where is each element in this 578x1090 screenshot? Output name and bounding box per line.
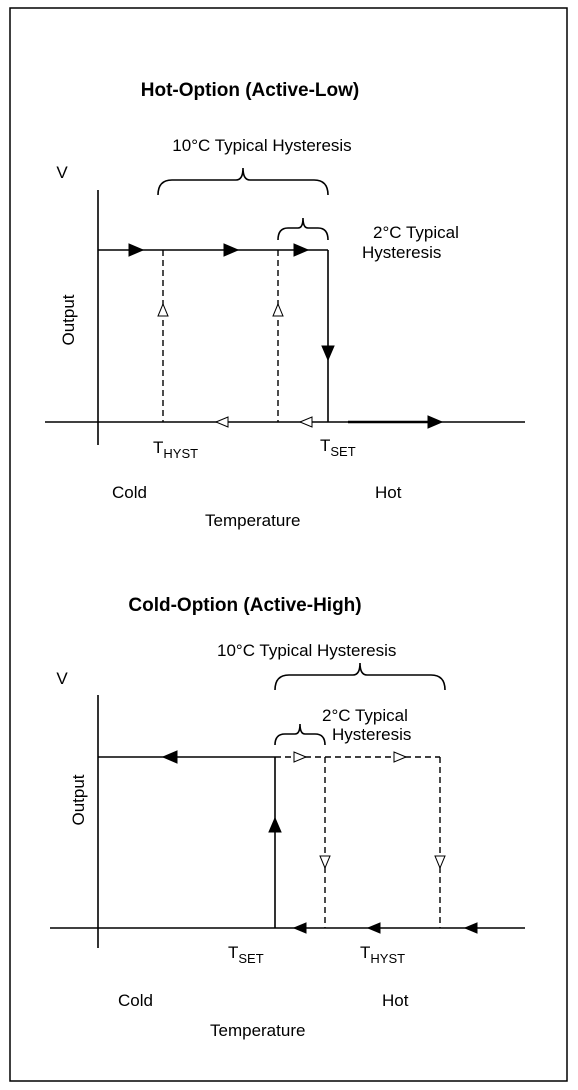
t: T [228,943,238,962]
hot: Hot [375,483,402,502]
frame [9,7,568,1082]
t: T [320,436,330,455]
t-hyst: THYST [153,438,198,461]
hot-option-diagram: Hot-Option (Active-Low) 10°C Typical Hys… [45,80,525,530]
cold: Cold [112,483,147,502]
brace [274,723,326,746]
x-axis-label: Temperature [205,511,300,530]
sub: SET [330,444,355,459]
arrow [293,243,310,257]
arrow [427,415,444,429]
y-axis-top: V [56,163,68,182]
arrow [272,302,284,317]
arrow [293,751,308,763]
arrow [214,416,229,428]
brace [157,167,329,196]
sub: HYST [370,951,405,966]
cold: Cold [118,991,153,1010]
y-axis-top: V [56,669,68,688]
arrow [434,855,446,870]
arrow [319,855,331,870]
arrow [298,416,313,428]
hysteresis-label: 10°C Typical Hysteresis [217,641,396,660]
arrow [463,922,478,934]
narrow-label: 2°C Typical [322,706,408,725]
t-set: TSET [228,943,264,966]
brace [277,217,329,241]
narrow-label: 2°C Typical [373,223,459,242]
narrow-label: Hysteresis [362,243,441,262]
arrow [393,751,408,763]
hot: Hot [382,991,409,1010]
arrow [321,345,335,362]
t-hyst: THYST [360,943,405,966]
arrow [128,243,145,257]
narrow-label: Hysteresis [332,725,411,744]
t-set: TSET [320,436,356,459]
y-axis-label: Output [59,294,78,345]
title: Hot-Option (Active-Low) [141,80,359,101]
t: T [153,438,163,457]
t: T [360,943,370,962]
hysteresis-label: 10°C Typical Hysteresis [172,136,351,155]
title: Cold-Option (Active-High) [128,595,361,616]
cold-option-diagram: Cold-Option (Active-High) 10°C Typical H… [50,595,525,1040]
arrow [292,922,307,934]
arrow [366,922,381,934]
arrow [161,750,178,764]
brace [274,662,446,691]
x-axis-label: Temperature [210,1021,305,1040]
arrow [157,302,169,317]
sub: SET [238,951,263,966]
sub: HYST [163,446,198,461]
arrow [223,243,240,257]
arrow [268,816,282,833]
y-axis-label: Output [69,774,88,825]
